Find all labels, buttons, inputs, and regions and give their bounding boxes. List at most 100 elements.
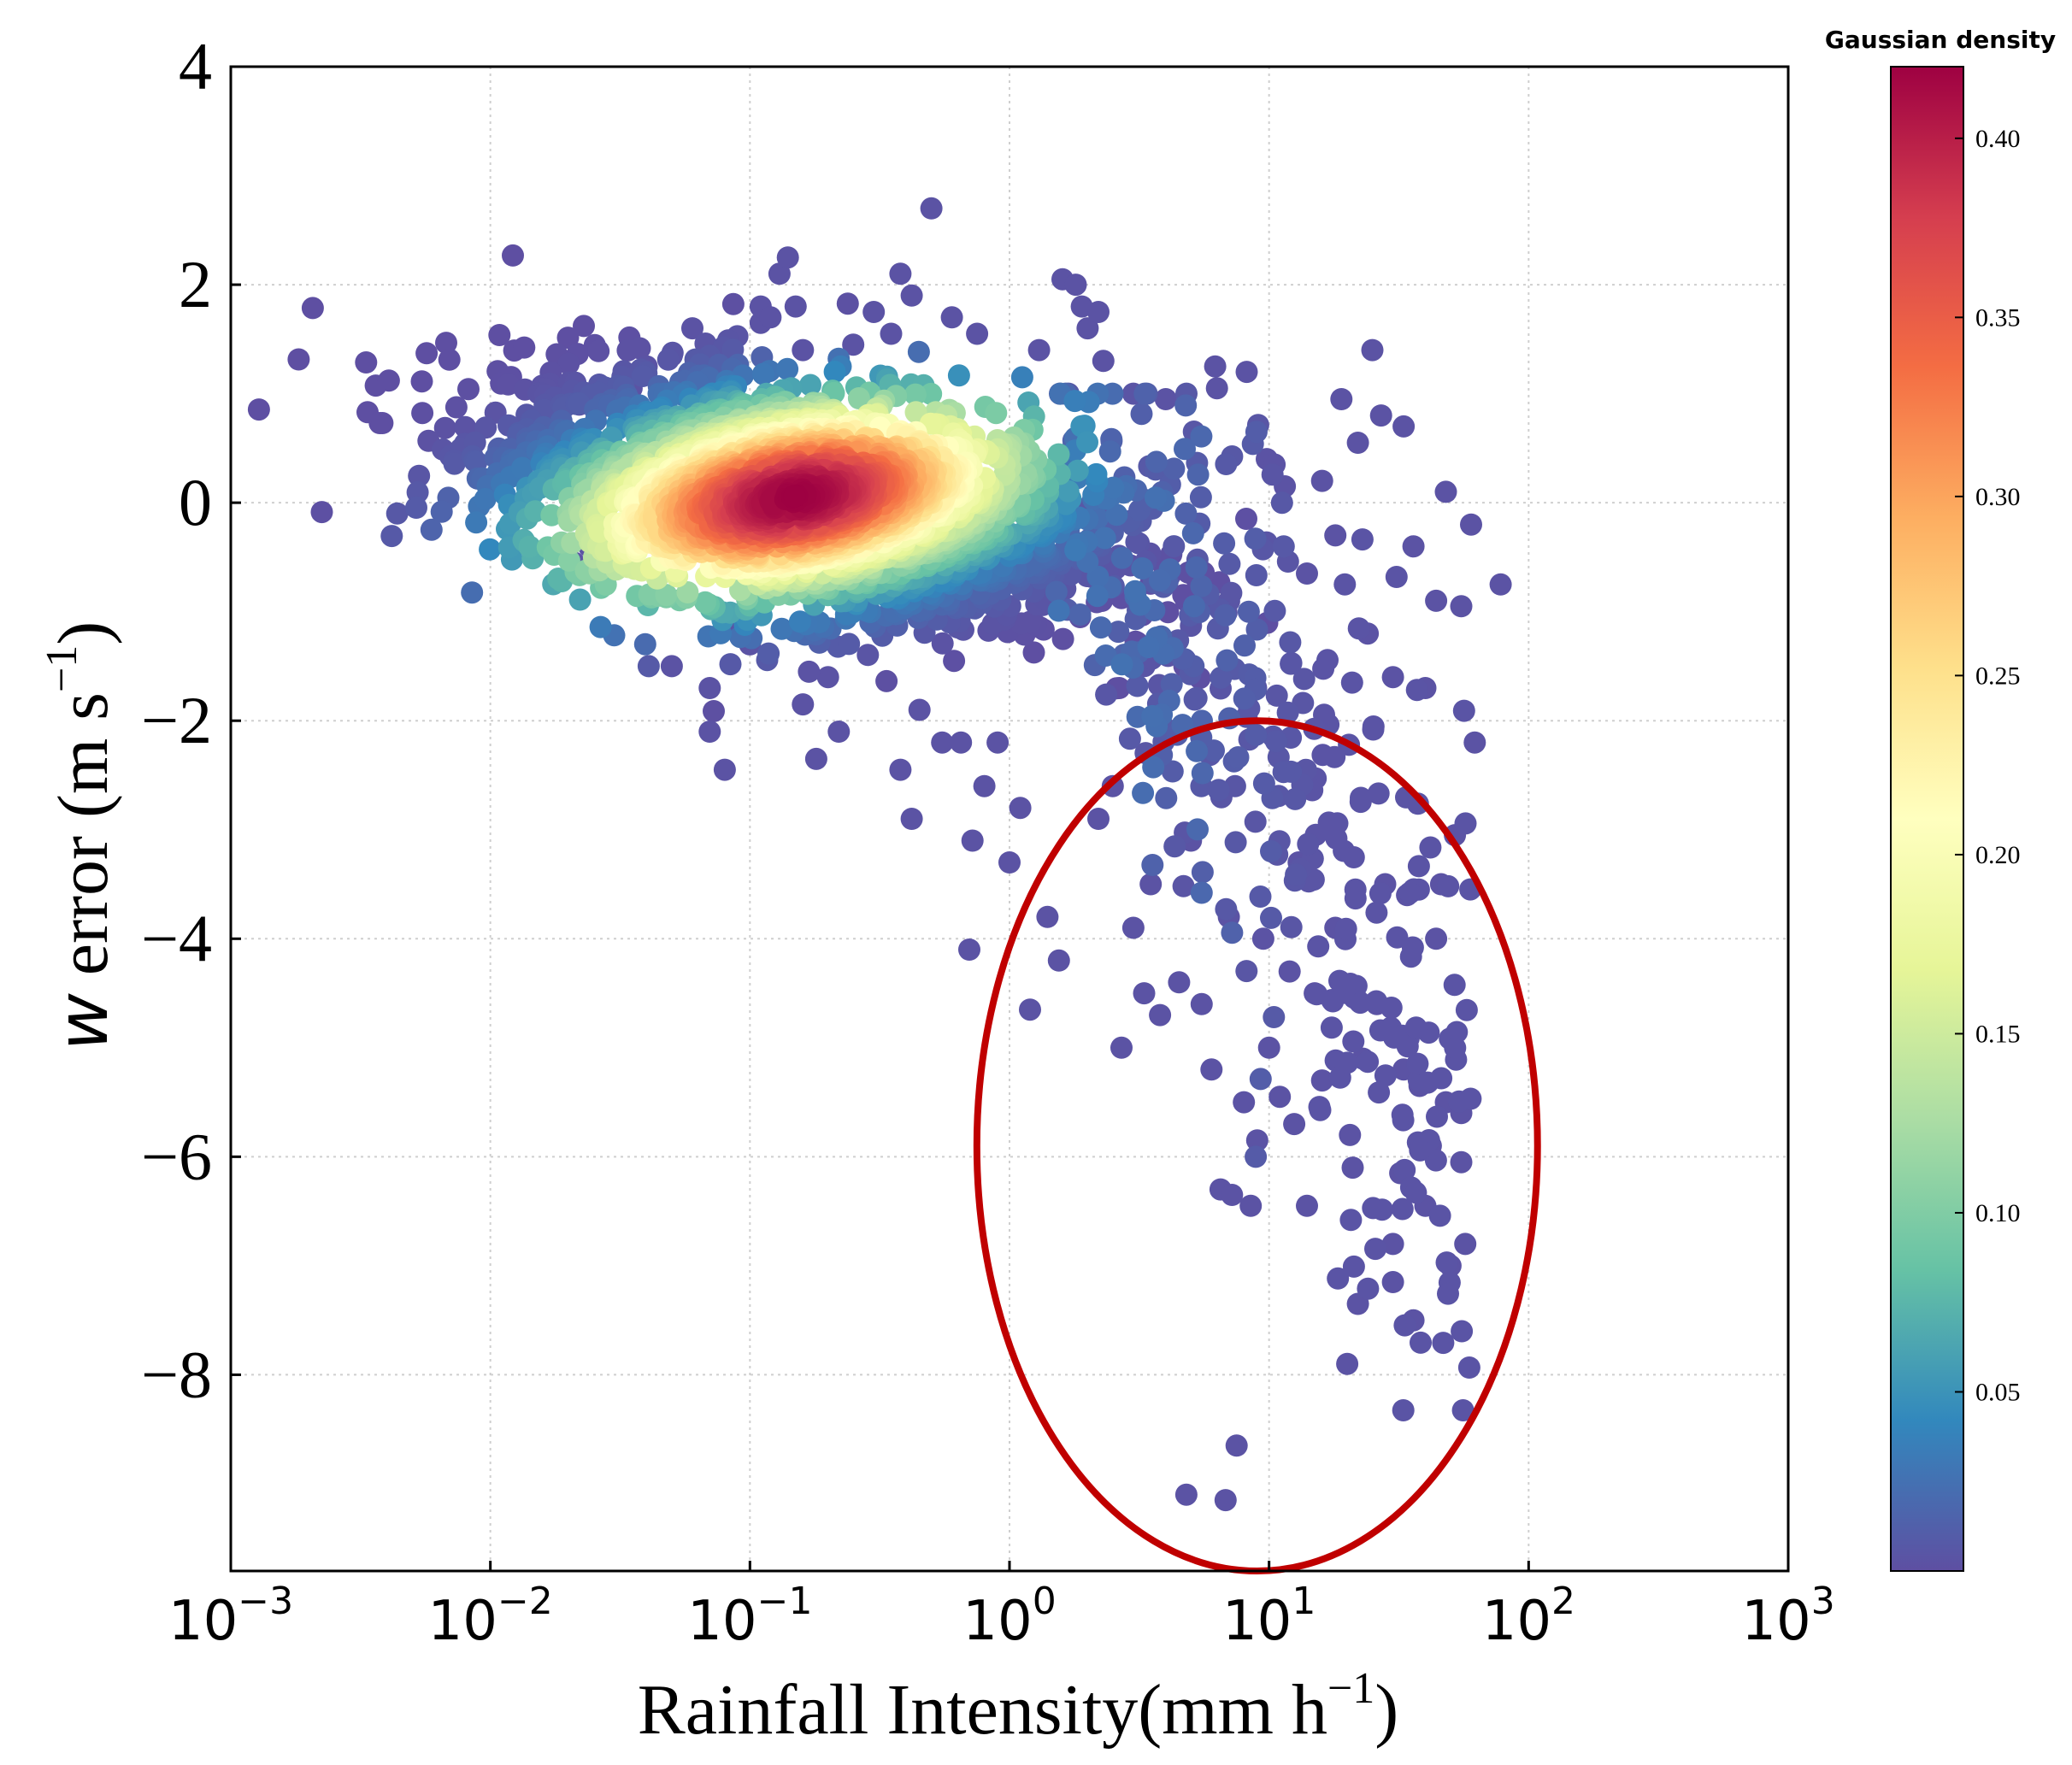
scatter-point — [920, 197, 943, 220]
scatter-point — [1325, 827, 1348, 850]
scatter-point — [1010, 366, 1033, 389]
x-tick-label: 102 — [1482, 1580, 1575, 1653]
scatter-point — [1357, 1277, 1380, 1300]
scatter-point — [1076, 431, 1098, 454]
scatter-point — [1183, 688, 1206, 711]
scatter-point — [694, 591, 716, 614]
scatter-point — [1063, 390, 1086, 413]
scatter-point — [1142, 756, 1165, 779]
scatter-point — [920, 382, 943, 405]
scatter-point — [465, 511, 488, 534]
scatter-point — [1402, 535, 1425, 558]
scatter-point — [405, 497, 427, 519]
scatter-point — [1276, 701, 1299, 724]
scatter-point — [1047, 949, 1070, 972]
scatter-point — [1174, 502, 1198, 525]
scatter-point — [904, 383, 927, 406]
x-axis-label-close: ) — [1374, 1670, 1398, 1750]
scatter-point — [1244, 527, 1267, 550]
scatter-point — [1245, 564, 1268, 586]
scatter-point — [355, 351, 378, 374]
scatter-point — [816, 666, 839, 689]
scatter-point — [1392, 415, 1416, 438]
scatter-point — [433, 416, 456, 439]
scatter-point — [1093, 527, 1116, 550]
scatter-point — [1174, 394, 1198, 417]
y-tick-label: −2 — [141, 683, 212, 757]
scatter-point — [1245, 421, 1268, 444]
scatter-point — [681, 317, 703, 340]
scatter-point — [1339, 1123, 1362, 1146]
scatter-point — [1263, 1006, 1286, 1028]
scatter-point — [479, 538, 502, 561]
scatter-point — [1381, 666, 1404, 689]
scatter-point — [856, 644, 880, 667]
scatter-point — [776, 246, 799, 269]
scatter-point — [1368, 1081, 1391, 1104]
scatter-point — [377, 369, 400, 392]
scatter-point — [1163, 457, 1186, 480]
scatter-point — [1118, 727, 1141, 750]
colorbar-tick-label: 0.25 — [1975, 662, 2021, 690]
scatter-point — [1095, 683, 1118, 706]
scatter-point — [1328, 969, 1351, 992]
scatter-point — [1489, 573, 1512, 596]
scatter-point — [474, 487, 497, 510]
scatter-point — [1393, 1314, 1416, 1337]
scatter-point — [656, 348, 680, 371]
y-tick-label: −6 — [141, 1119, 212, 1193]
scatter-point — [1460, 513, 1482, 536]
scatter-point — [1133, 982, 1156, 1005]
scatter-point — [1333, 573, 1357, 596]
scatter-point — [1215, 453, 1238, 475]
scatter-point — [1292, 668, 1316, 691]
scatter-point — [1451, 1320, 1474, 1343]
scatter-point — [1369, 404, 1392, 427]
scatter-point — [430, 500, 453, 523]
scatter-point — [1391, 1103, 1414, 1127]
scatter-point — [1272, 761, 1295, 784]
scatter-point — [1342, 846, 1365, 868]
scatter-point — [985, 402, 1008, 425]
scatter-point — [889, 262, 912, 285]
scatter-point — [698, 721, 721, 743]
scatter-point — [1279, 631, 1302, 654]
scatter-point — [804, 747, 827, 770]
scatter-point — [1239, 1194, 1263, 1217]
scatter-point — [1342, 1255, 1365, 1278]
scatter-point — [1182, 595, 1205, 618]
scatter-point — [1068, 603, 1092, 626]
x-tick-label-base: 10 — [687, 1590, 756, 1653]
x-tick-label-exponent: 3 — [1811, 1580, 1835, 1623]
scatter-point — [759, 306, 782, 329]
scatter-point — [1154, 388, 1177, 410]
x-axis-label-main: Rainfall Intensity(mm h — [638, 1670, 1327, 1750]
scatter-point — [1130, 403, 1153, 426]
scatter-point — [1260, 906, 1282, 929]
scatter-point — [1264, 730, 1287, 753]
scatter-point — [1145, 450, 1168, 474]
scatter-point — [1324, 524, 1347, 547]
scatter-point — [633, 632, 656, 656]
scatter-point — [1334, 917, 1357, 940]
scatter-point — [488, 324, 511, 346]
scatter-point — [1284, 787, 1307, 810]
scatter-point — [1204, 355, 1227, 378]
scatter-point — [547, 568, 570, 590]
y-axis-ticks: 4 2 0 −2 −4 −6 −8 — [141, 29, 241, 1411]
scatter-point — [557, 549, 580, 572]
scatter-point — [628, 337, 651, 360]
scatter-point — [1327, 1267, 1350, 1290]
scatter-point — [1110, 653, 1133, 676]
scatter-point — [907, 340, 930, 363]
scatter-point — [1424, 1149, 1447, 1172]
scatter-point — [1406, 792, 1429, 815]
scatter-point — [1160, 673, 1183, 696]
scatter-point — [1457, 1356, 1480, 1379]
scatter-point — [1125, 531, 1148, 554]
scatter-point — [1036, 905, 1059, 928]
scatter-point — [1092, 350, 1115, 373]
scatter-point — [1220, 581, 1243, 604]
x-axis-label: Rainfall Intensity(mm h−1) — [638, 1664, 1399, 1750]
scatter-point — [568, 588, 592, 611]
